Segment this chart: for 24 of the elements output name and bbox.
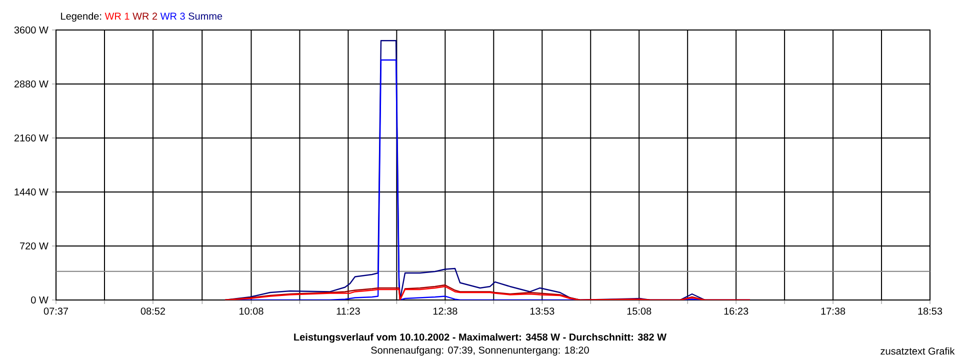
text: Sonnenaufgang: 07:39, Sonnenuntergang: 18:20 bbox=[371, 346, 589, 356]
x-tick-label: 08:52 bbox=[140, 308, 165, 315]
x-tick-label: 18:53 bbox=[918, 308, 942, 315]
x-tick-label: 13:53 bbox=[530, 308, 554, 315]
legend-title: Legende: bbox=[61, 12, 102, 22]
y-tick-label: 720 W bbox=[20, 242, 48, 250]
y-tick-label: 2160 W bbox=[14, 134, 48, 142]
text: WR 2 bbox=[132, 12, 158, 20]
x-tick-label: 16:23 bbox=[724, 308, 748, 315]
x-tick-label: 12:38 bbox=[433, 308, 458, 315]
y-tick-label: 2880 W bbox=[14, 80, 48, 88]
x-tick-label: 11:23 bbox=[336, 308, 360, 315]
text: WR 1 bbox=[104, 12, 130, 20]
text: Summe bbox=[188, 12, 222, 20]
text: zusatztext Grafik bbox=[880, 347, 955, 355]
y-tick-label: 0 W bbox=[31, 296, 48, 304]
y-tick-label: 3600 W bbox=[14, 26, 48, 34]
x-tick-label: 17:38 bbox=[821, 308, 846, 315]
text: Leistungsverlauf vom 10.10.2002 - Maximalwert: 3458 W - Durchschnitt: 382 W bbox=[294, 333, 667, 343]
x-tick-label: 10:08 bbox=[239, 308, 264, 315]
y-tick-label: 1440 W bbox=[14, 188, 48, 196]
x-tick-label: 07:37 bbox=[44, 308, 68, 315]
x-tick-label: 15:08 bbox=[627, 308, 652, 315]
text: WR 3 bbox=[160, 12, 185, 20]
